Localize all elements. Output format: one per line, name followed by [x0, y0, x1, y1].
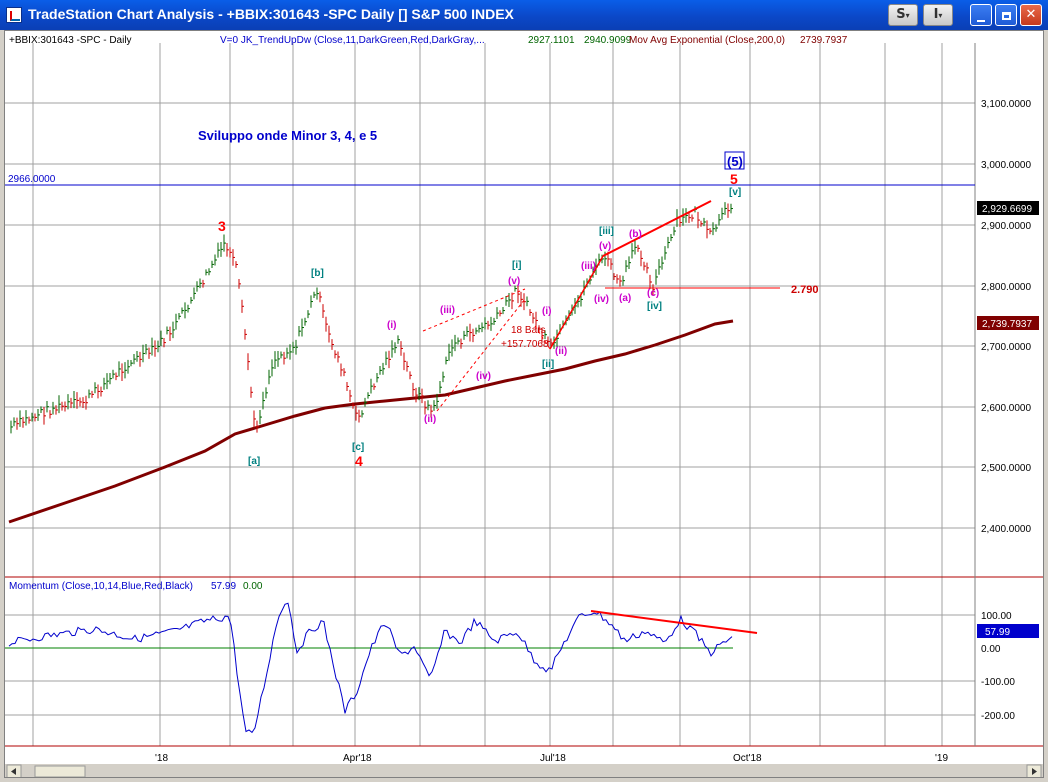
momentum-tick: -100.00 — [981, 677, 1015, 688]
wave-iii1-label: (iii) — [440, 305, 455, 316]
price-tick: 2,400.0000 — [981, 524, 1031, 535]
maximize-button[interactable] — [995, 4, 1017, 26]
wave-b2-label: (b) — [629, 229, 642, 240]
momentum-tick: 100.00 — [981, 611, 1012, 622]
wave-ii-label: [ii] — [542, 359, 554, 370]
wave-5-label: 5 — [730, 171, 738, 187]
indicator1-label: V=0 JK_TrendUpDw (Close,11,DarkGreen,Red… — [220, 35, 485, 46]
wave-iv2-label: (iv) — [594, 294, 609, 305]
momentum-tick: -200.00 — [981, 711, 1015, 722]
price-tick: 2,500.0000 — [981, 463, 1031, 474]
chart-canvas[interactable]: +BBIX:301643 -SPC - Daily V=0 JK_TrendUp… — [5, 31, 1044, 778]
price-tick: 2,900.0000 — [981, 221, 1031, 232]
wave-iv-label: [iv] — [647, 301, 662, 312]
indicator2-value: 2739.7937 — [800, 35, 848, 46]
i-menu-button[interactable]: I▾ — [923, 4, 953, 26]
support-level-label: 2.790 — [791, 284, 819, 296]
resistance-hline-label: 2966.0000 — [8, 174, 56, 185]
bars-count-label: 18 Bars — [511, 325, 545, 336]
wave-i-label: [i] — [512, 260, 521, 271]
symbol-label: +BBIX:301643 -SPC - Daily — [9, 35, 132, 46]
close-button[interactable]: ✕ — [1020, 4, 1042, 26]
time-tick: Jul'18 — [540, 753, 566, 764]
trendlines — [422, 200, 780, 412]
last-price-tag: 2,929.6699 — [982, 204, 1032, 215]
s-button-label: S — [896, 7, 906, 22]
wave-i1-label: (i) — [387, 320, 396, 331]
i-chevron-icon: ▾ — [938, 11, 943, 20]
wave-a-label: [a] — [248, 456, 260, 467]
momentum-zero-value: 0.00 — [243, 581, 263, 592]
last-price-tag-bg — [977, 201, 1039, 215]
scroll-right-icon — [1032, 768, 1037, 775]
indicator2-label: Mov Avg Exponential (Close,200,0) — [629, 35, 785, 46]
title-bar: TradeStation Chart Analysis - +BBIX:3016… — [0, 0, 1048, 30]
annotation-title: Sviluppo onde Minor 3, 4, e 5 — [198, 128, 377, 143]
momentum-axis: 100.00 0.00 -100.00 -200.00 — [981, 611, 1015, 722]
wave-ii1-label: (ii) — [424, 414, 436, 425]
indicator1-value2: 2940.9099 — [584, 35, 632, 46]
wave-ii2-label: (ii) — [555, 346, 567, 357]
price-tick: 2,700.0000 — [981, 342, 1031, 353]
wave-b-label: [b] — [311, 268, 324, 279]
momentum-divergence-line — [590, 610, 758, 634]
time-axis: '18 Apr'18 Jul'18 Oct'18 '19 — [155, 753, 948, 764]
chart-window[interactable]: +BBIX:301643 -SPC - Daily V=0 JK_TrendUp… — [4, 30, 1044, 778]
momentum-tag-bg — [977, 624, 1039, 638]
momentum-tag: 57.99 — [985, 627, 1010, 638]
time-tick: '19 — [935, 753, 948, 764]
momentum-value: 57.99 — [211, 581, 236, 592]
price-tick: 2,800.0000 — [981, 282, 1031, 293]
ema-price-tag-bg — [977, 316, 1039, 330]
wave-a2-label: (a) — [619, 293, 631, 304]
wave-v1-label: (v) — [508, 276, 520, 287]
scroll-thumb[interactable] — [34, 765, 86, 777]
price-tick: 3,100.0000 — [981, 99, 1031, 110]
scroll-left-icon — [11, 768, 16, 775]
close-icon: ✕ — [1025, 7, 1037, 22]
price-axis: 3,100.0000 3,000.0000 2,900.0000 2,800.0… — [981, 99, 1031, 535]
price-bars — [10, 202, 733, 434]
wave-5-circle-box — [724, 151, 745, 170]
wave-iii-label: [iii] — [599, 226, 614, 237]
wave-labels: 3 [a] [b] [c] 4 (i) (ii) (iii) (iv) (v) … — [218, 151, 745, 469]
wave-v-label: [v] — [729, 187, 741, 198]
ema-200-line — [8, 319, 734, 524]
grid — [5, 43, 975, 746]
wave-v2-label: (v) — [599, 241, 611, 252]
momentum-line — [8, 602, 733, 734]
time-tick: Oct'18 — [733, 753, 762, 764]
horizontal-scrollbar[interactable] — [5, 764, 1044, 778]
time-tick: '18 — [155, 753, 168, 764]
time-tick: Apr'18 — [343, 753, 372, 764]
indicator1-value1: 2927.1101 — [528, 35, 575, 46]
wave-iii2-label: (iii) — [581, 261, 596, 272]
wave-i2-label: (i) — [542, 306, 551, 317]
maximize-icon — [1001, 12, 1011, 20]
wave-3-label: 3 — [218, 218, 226, 234]
s-chevron-icon: ▾ — [905, 11, 910, 20]
wave-c-label: [c] — [352, 442, 364, 453]
s-menu-button[interactable]: S▾ — [888, 4, 918, 26]
wave-4-label: 4 — [355, 453, 363, 469]
app-icon — [6, 7, 22, 23]
minimize-icon — [977, 20, 985, 22]
price-change-label: +157.7068 — [501, 339, 549, 350]
wave-iv1-label: (iv) — [476, 371, 491, 382]
minimize-button[interactable] — [970, 4, 992, 26]
window-title: TradeStation Chart Analysis - +BBIX:3016… — [28, 6, 514, 22]
momentum-tick: 0.00 — [981, 644, 1001, 655]
ema-price-tag: 2,739.7937 — [982, 319, 1032, 330]
price-tick: 3,000.0000 — [981, 160, 1031, 171]
wave-c2-label: (c) — [647, 288, 659, 299]
i-button-label: I — [933, 7, 939, 22]
wave-5-circle-label: (5) — [727, 154, 743, 169]
momentum-label: Momentum (Close,10,14,Blue,Red,Black) — [9, 581, 193, 592]
price-tick: 2,600.0000 — [981, 403, 1031, 414]
